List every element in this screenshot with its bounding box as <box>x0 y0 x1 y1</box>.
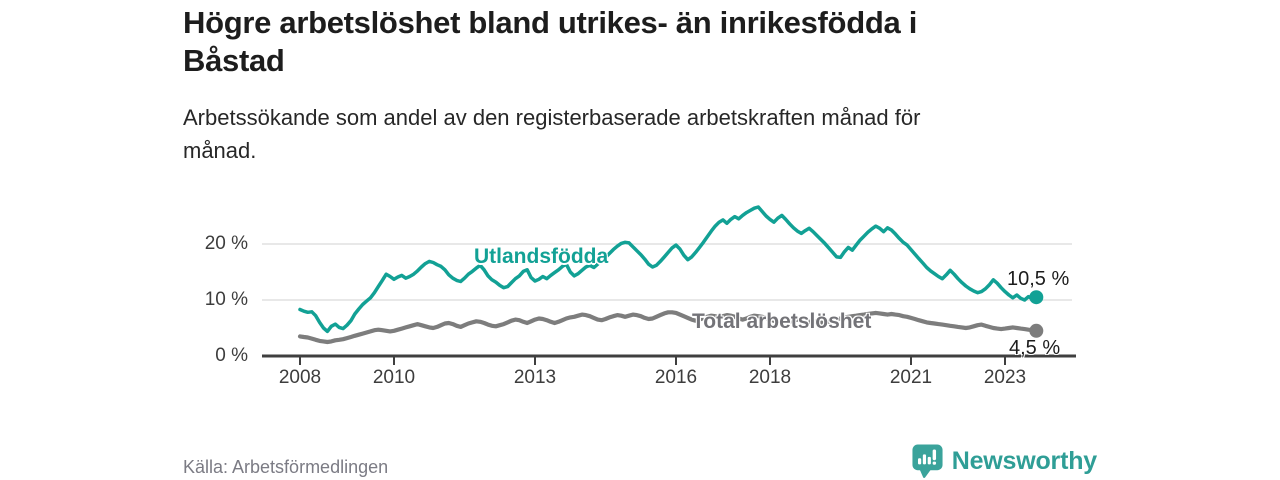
x-axis-tick-2008: 2008 <box>278 367 322 388</box>
source-attribution: Källa: Arbetsförmedlingen <box>183 457 389 477</box>
x-axis-tick-2013: 2013 <box>513 367 557 388</box>
newsworthy-wordmark: Newsworthy <box>951 446 1097 475</box>
newsworthy-logo-icon <box>912 444 943 478</box>
series-label-utlandsfodda: Utlandsfödda <box>474 245 609 268</box>
x-axis-tick-2016: 2016 <box>654 367 698 388</box>
chart-subtitle-line1: Arbetssökande som andel av den registerb… <box>183 105 921 130</box>
x-axis-tick-2010: 2010 <box>372 367 416 388</box>
end-value-label-utlandsfodda: 10,5 % <box>1007 268 1070 290</box>
end-value-label-total: 4,5 % <box>1009 337 1061 359</box>
x-axis-tick-2018: 2018 <box>748 367 792 388</box>
series-label-total-arbetsloshet: Total arbetslöshet <box>692 310 872 333</box>
chart-subtitle: Arbetssökande som andel av den registerb… <box>183 101 1113 167</box>
page-title-line1: Högre arbetslöshet bland utrikes- än inr… <box>183 5 918 40</box>
chart-subtitle-line2: månad. <box>183 138 257 163</box>
y-axis-tick-20: 20 % <box>204 233 248 254</box>
newsworthy-branding: Newsworthy <box>911 443 1097 479</box>
page-title-line2: Båstad <box>183 43 285 78</box>
y-axis-tick-10: 10 % <box>204 289 248 310</box>
y-axis-tick-0: 0 % <box>215 345 248 366</box>
logo-bars <box>917 449 936 465</box>
x-axis-tick-2021: 2021 <box>889 367 933 388</box>
page-title: Högre arbetslöshet bland utrikes- än inr… <box>183 4 1103 80</box>
x-axis-tick-2023: 2023 <box>983 367 1027 388</box>
